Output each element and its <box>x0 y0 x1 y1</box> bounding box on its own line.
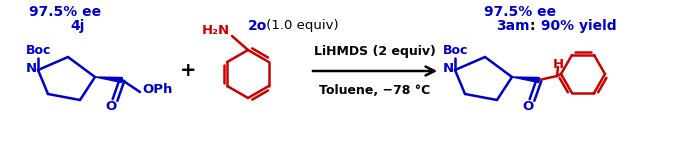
Text: LiHMDS (2 equiv): LiHMDS (2 equiv) <box>314 45 436 58</box>
Text: :: : <box>530 19 536 33</box>
Text: 2o: 2o <box>248 19 267 33</box>
Text: 97.5% ee: 97.5% ee <box>484 5 556 19</box>
Text: N: N <box>443 61 454 75</box>
Text: H₂N: H₂N <box>202 23 230 36</box>
Text: H: H <box>552 58 564 70</box>
Text: 3am: 3am <box>497 19 530 33</box>
Text: 90% yield: 90% yield <box>536 19 617 33</box>
Text: 4j: 4j <box>71 19 85 33</box>
Text: Boc: Boc <box>443 43 469 57</box>
Text: +: + <box>179 60 196 80</box>
Text: O: O <box>523 101 534 113</box>
Polygon shape <box>512 77 539 83</box>
Text: OPh: OPh <box>142 83 173 96</box>
Text: (1.0 equiv): (1.0 equiv) <box>262 19 338 33</box>
Text: O: O <box>105 101 116 113</box>
Text: 97.5% ee: 97.5% ee <box>29 5 101 19</box>
Text: Boc: Boc <box>26 43 51 57</box>
Text: Toluene, −78 °C: Toluene, −78 °C <box>319 84 431 97</box>
Text: N: N <box>26 61 37 75</box>
Polygon shape <box>95 77 123 83</box>
